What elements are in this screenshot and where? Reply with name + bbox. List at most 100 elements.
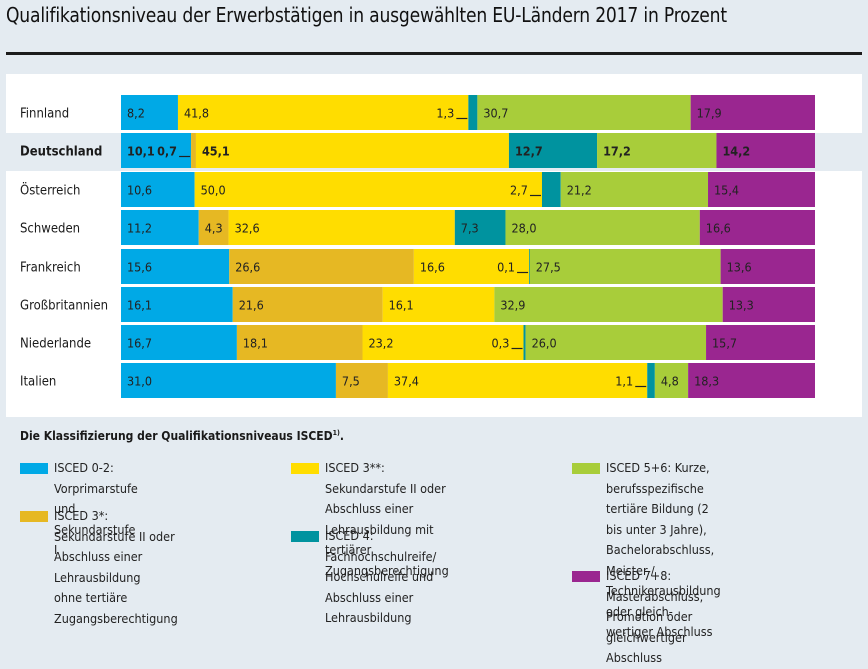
- bar-segment-isced78: [699, 210, 815, 245]
- bar-segment-isced78: [690, 95, 815, 130]
- legend-title-text: Die Klassifizierung der Qualifikationsni…: [20, 429, 333, 443]
- bar-segment-isced02: [121, 133, 192, 168]
- bar-segment-isced4: [454, 210, 506, 245]
- data-label-isced3a: 18,1: [243, 336, 268, 351]
- category-label: Österreich: [20, 182, 80, 199]
- category-label: Schweden: [20, 222, 80, 237]
- legend-text: ISCED 7+8: Masterabschluss, Promotion od…: [606, 568, 704, 665]
- bar-segment-isced78: [722, 287, 815, 322]
- bar-segment-isced4: [529, 249, 531, 284]
- stacked-bar-chart: Finnland 8,2 41,8 1,3 30,7 17,9 Deutschland 10,…: [20, 95, 815, 398]
- bar-segment-isced56: [505, 210, 700, 245]
- data-label-isced3b: 16,1: [389, 298, 414, 313]
- bar-segment-isced4: [647, 363, 655, 398]
- data-label-isced3b: 45,1: [202, 144, 230, 159]
- bar-segment-isced02: [121, 95, 178, 130]
- legend-title-suffix: .: [339, 429, 344, 443]
- bar-segment-isced3b: [194, 172, 542, 207]
- data-label-isced3b: 37,4: [394, 374, 419, 389]
- data-label-isced56: 4,8: [661, 374, 679, 389]
- data-label-isced78: 13,3: [729, 298, 754, 313]
- bar-segment-isced3b: [177, 95, 469, 130]
- data-label-isced3b: 41,8: [184, 106, 209, 121]
- bar-segment-isced3b: [413, 249, 530, 284]
- bar-segment-isced3a: [198, 210, 229, 245]
- data-label-isced02: 16,1: [127, 298, 152, 313]
- data-label-isced4: 12,7: [515, 144, 543, 159]
- data-label-isced78: 15,4: [714, 183, 739, 198]
- data-label-isced02: 15,6: [127, 260, 152, 275]
- bar-segment-isced78: [708, 172, 815, 207]
- bar-segment-isced4: [468, 95, 478, 130]
- data-label-isced56: 17,2: [603, 144, 631, 159]
- bar-segment-isced56: [525, 325, 707, 360]
- bar-segment-isced3b: [382, 287, 495, 322]
- bar-segment-isced3a: [335, 363, 388, 398]
- data-label-isced4: 2,7: [510, 183, 528, 198]
- data-label-isced3b: 23,2: [369, 336, 394, 351]
- data-label-isced3b: 16,6: [420, 260, 445, 275]
- data-label-isced3a: 21,6: [239, 298, 264, 313]
- data-label-isced3a: 26,6: [235, 260, 260, 275]
- category-label: Deutschland: [20, 145, 102, 160]
- legend-swatch-isced3a: [20, 511, 48, 522]
- data-label-isced56: 28,0: [511, 221, 536, 236]
- data-label-isced56: 30,7: [483, 106, 508, 121]
- bar-segment-isced56: [560, 172, 709, 207]
- legend-swatch-isced56: [572, 463, 600, 474]
- bar-segment-isced02: [121, 249, 230, 284]
- legend-text: ISCED 5+6: Kurze, berufsspezifische tert…: [606, 460, 721, 639]
- data-label-isced4: 7,3: [461, 221, 479, 236]
- bar-segment-isced78: [716, 133, 815, 168]
- title-divider: [6, 52, 862, 55]
- data-label-isced4: 0,1: [497, 260, 515, 275]
- legend-footnote-marker: 1): [332, 429, 340, 437]
- bar-segment-isced56: [654, 363, 689, 398]
- data-label-isced56: 26,0: [532, 336, 557, 351]
- data-label-isced4: 1,3: [436, 106, 454, 121]
- category-label: Frankreich: [20, 261, 81, 276]
- chart-title: Qualifikationsniveau der Erwerbstätigen …: [6, 3, 727, 27]
- bar-segment-isced56: [529, 249, 721, 284]
- bar-segment-isced3b: [195, 133, 509, 168]
- data-label-isced78: 14,2: [722, 144, 750, 159]
- category-label: Finnland: [20, 107, 69, 122]
- bar-segment-isced56: [494, 287, 723, 322]
- category-label: Großbritannien: [20, 299, 108, 314]
- data-label-isced56: 21,2: [567, 183, 592, 198]
- legend-swatch-isced02: [20, 463, 48, 474]
- bar-segment-isced02: [121, 325, 237, 360]
- bar-segment-isced4: [508, 133, 598, 168]
- bar-segment-isced02: [121, 172, 195, 207]
- data-label-isced02: 10,1: [127, 144, 155, 159]
- data-label-isced78: 18,3: [694, 374, 719, 389]
- bar-segment-isced78: [688, 363, 815, 398]
- bar-segment-isced4: [523, 325, 526, 360]
- legend-swatch-isced78: [572, 571, 600, 582]
- bar-segment-isced3b: [228, 210, 455, 245]
- bar-segment-isced02: [121, 210, 199, 245]
- bar-segment-isced56: [597, 133, 717, 168]
- legend-swatch-isced4: [291, 531, 319, 542]
- data-label-isced02: 31,0: [127, 374, 152, 389]
- data-label-isced78: 17,9: [697, 106, 722, 121]
- bar-segment-isced3a: [232, 287, 383, 322]
- bar-segment-isced02: [121, 287, 233, 322]
- bar-segment-isced78: [706, 325, 815, 360]
- data-label-isced3a: 0,7: [157, 144, 177, 159]
- data-label-isced3b: 32,6: [235, 221, 260, 236]
- data-label-isced02: 16,7: [127, 336, 152, 351]
- data-label-isced4: 1,1: [615, 374, 633, 389]
- bar-segment-isced3a: [229, 249, 414, 284]
- data-label-isced3b: 50,0: [201, 183, 226, 198]
- bar-segment-isced56: [477, 95, 691, 130]
- data-label-isced56: 32,9: [500, 298, 525, 313]
- bar-segment-isced02: [121, 363, 336, 398]
- legend-title: Die Klassifizierung der Qualifikationsni…: [20, 429, 344, 443]
- data-label-isced02: 10,6: [127, 183, 152, 198]
- data-label-isced78: 15,7: [712, 336, 737, 351]
- bar-segment-isced4: [541, 172, 561, 207]
- category-label: Niederlande: [20, 337, 91, 352]
- data-label-isced3a: 7,5: [342, 374, 360, 389]
- category-label: Italien: [20, 375, 56, 390]
